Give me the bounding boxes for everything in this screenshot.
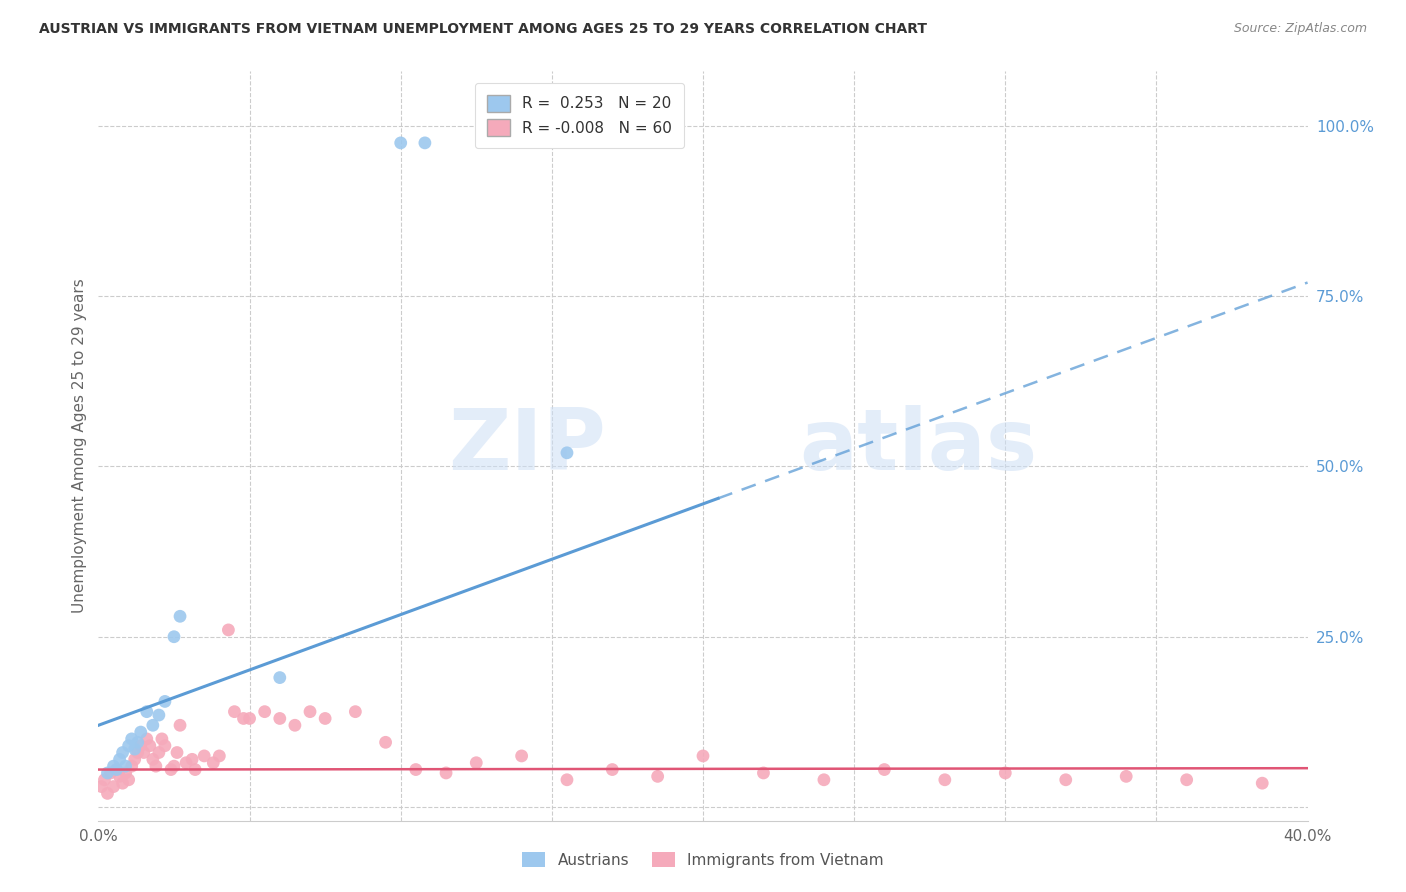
Point — [934, 772, 956, 787]
Point — [163, 759, 186, 773]
Point — [374, 735, 396, 749]
Point — [93, 772, 115, 787]
Point — [224, 705, 246, 719]
Point — [111, 746, 134, 760]
Point — [163, 630, 186, 644]
Point — [692, 748, 714, 763]
Point — [108, 769, 131, 783]
Point — [752, 766, 775, 780]
Point — [153, 739, 176, 753]
Point — [153, 694, 176, 708]
Point — [96, 786, 118, 800]
Text: AUSTRIAN VS IMMIGRANTS FROM VIETNAM UNEMPLOYMENT AMONG AGES 25 TO 29 YEARS CORRE: AUSTRIAN VS IMMIGRANTS FROM VIETNAM UNEM… — [39, 22, 928, 37]
Point — [121, 731, 143, 746]
Point — [96, 766, 118, 780]
Point — [148, 746, 170, 760]
Point — [555, 446, 578, 460]
Text: ZIP: ZIP — [449, 404, 606, 488]
Point — [150, 731, 173, 746]
Point — [105, 763, 128, 777]
Point — [169, 718, 191, 732]
Point — [510, 748, 533, 763]
Point — [647, 769, 669, 783]
Point — [181, 752, 204, 766]
Point — [129, 739, 152, 753]
Point — [299, 705, 322, 719]
Point — [389, 136, 412, 150]
Point — [994, 766, 1017, 780]
Point — [142, 718, 165, 732]
Legend: R =  0.253   N = 20, R = -0.008   N = 60: R = 0.253 N = 20, R = -0.008 N = 60 — [475, 83, 685, 148]
Point — [118, 772, 141, 787]
Point — [169, 609, 191, 624]
Point — [813, 772, 835, 787]
Point — [148, 708, 170, 723]
Point — [208, 748, 231, 763]
Point — [121, 759, 143, 773]
Point — [184, 763, 207, 777]
Point — [465, 756, 488, 770]
Point — [142, 752, 165, 766]
Point — [124, 742, 146, 756]
Point — [344, 705, 367, 719]
Point — [135, 731, 157, 746]
Point — [269, 711, 291, 725]
Point — [193, 748, 215, 763]
Point — [160, 763, 183, 777]
Point — [602, 763, 624, 777]
Point — [105, 763, 128, 777]
Text: atlas: atlas — [800, 404, 1038, 488]
Point — [284, 718, 307, 732]
Point — [166, 746, 188, 760]
Y-axis label: Unemployment Among Ages 25 to 29 years: Unemployment Among Ages 25 to 29 years — [72, 278, 87, 614]
Point — [405, 763, 427, 777]
Point — [103, 759, 125, 773]
Point — [434, 766, 457, 780]
Point — [253, 705, 276, 719]
Point — [239, 711, 262, 725]
Point — [202, 756, 225, 770]
Point — [314, 711, 336, 725]
Point — [174, 756, 197, 770]
Point — [132, 746, 155, 760]
Point — [124, 752, 146, 766]
Point — [139, 739, 162, 753]
Point — [217, 623, 239, 637]
Point — [1251, 776, 1274, 790]
Point — [1054, 772, 1077, 787]
Point — [103, 780, 125, 794]
Point — [135, 705, 157, 719]
Point — [111, 776, 134, 790]
Point — [413, 136, 436, 150]
Point — [269, 671, 291, 685]
Legend: Austrians, Immigrants from Vietnam: Austrians, Immigrants from Vietnam — [515, 844, 891, 875]
Point — [555, 772, 578, 787]
Point — [129, 725, 152, 739]
Point — [114, 759, 136, 773]
Point — [114, 766, 136, 780]
Point — [1175, 772, 1198, 787]
Point — [90, 780, 112, 794]
Point — [1115, 769, 1137, 783]
Point — [118, 739, 141, 753]
Point — [873, 763, 896, 777]
Text: Source: ZipAtlas.com: Source: ZipAtlas.com — [1233, 22, 1367, 36]
Point — [145, 759, 167, 773]
Point — [127, 746, 149, 760]
Point — [108, 752, 131, 766]
Point — [127, 735, 149, 749]
Point — [100, 766, 122, 780]
Point — [232, 711, 254, 725]
